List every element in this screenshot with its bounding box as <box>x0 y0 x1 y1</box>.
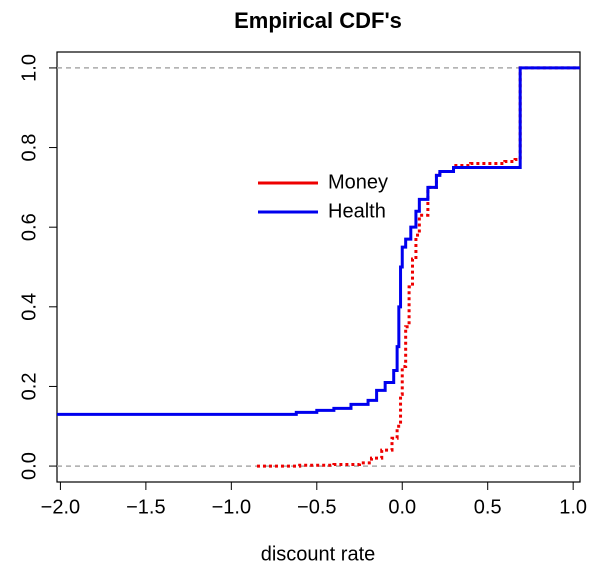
y-tick-label: 0.0 <box>18 452 40 480</box>
x-tick-label: 0.0 <box>388 496 416 518</box>
x-tick-label: −1.0 <box>212 496 251 518</box>
y-tick-label: 1.0 <box>18 54 40 82</box>
x-tick-label: −0.5 <box>297 496 336 518</box>
legend-label: Money <box>328 171 388 193</box>
chart-title: Empirical CDF's <box>234 8 402 33</box>
x-tick-label: −2.0 <box>41 496 80 518</box>
plot-frame <box>56 51 581 483</box>
x-tick-label: 1.0 <box>559 496 587 518</box>
cdf-line <box>57 66 580 416</box>
y-tick-label: 0.4 <box>18 293 40 321</box>
cdf-line <box>256 66 580 468</box>
y-tick-label: 0.6 <box>18 213 40 241</box>
x-tick-label: 0.5 <box>474 496 502 518</box>
x-tick-label: −1.5 <box>126 496 165 518</box>
y-tick-label: 0.2 <box>18 373 40 401</box>
y-tick-label: 0.8 <box>18 134 40 162</box>
x-axis-label: discount rate <box>261 543 376 565</box>
legend-label: Health <box>328 200 386 222</box>
